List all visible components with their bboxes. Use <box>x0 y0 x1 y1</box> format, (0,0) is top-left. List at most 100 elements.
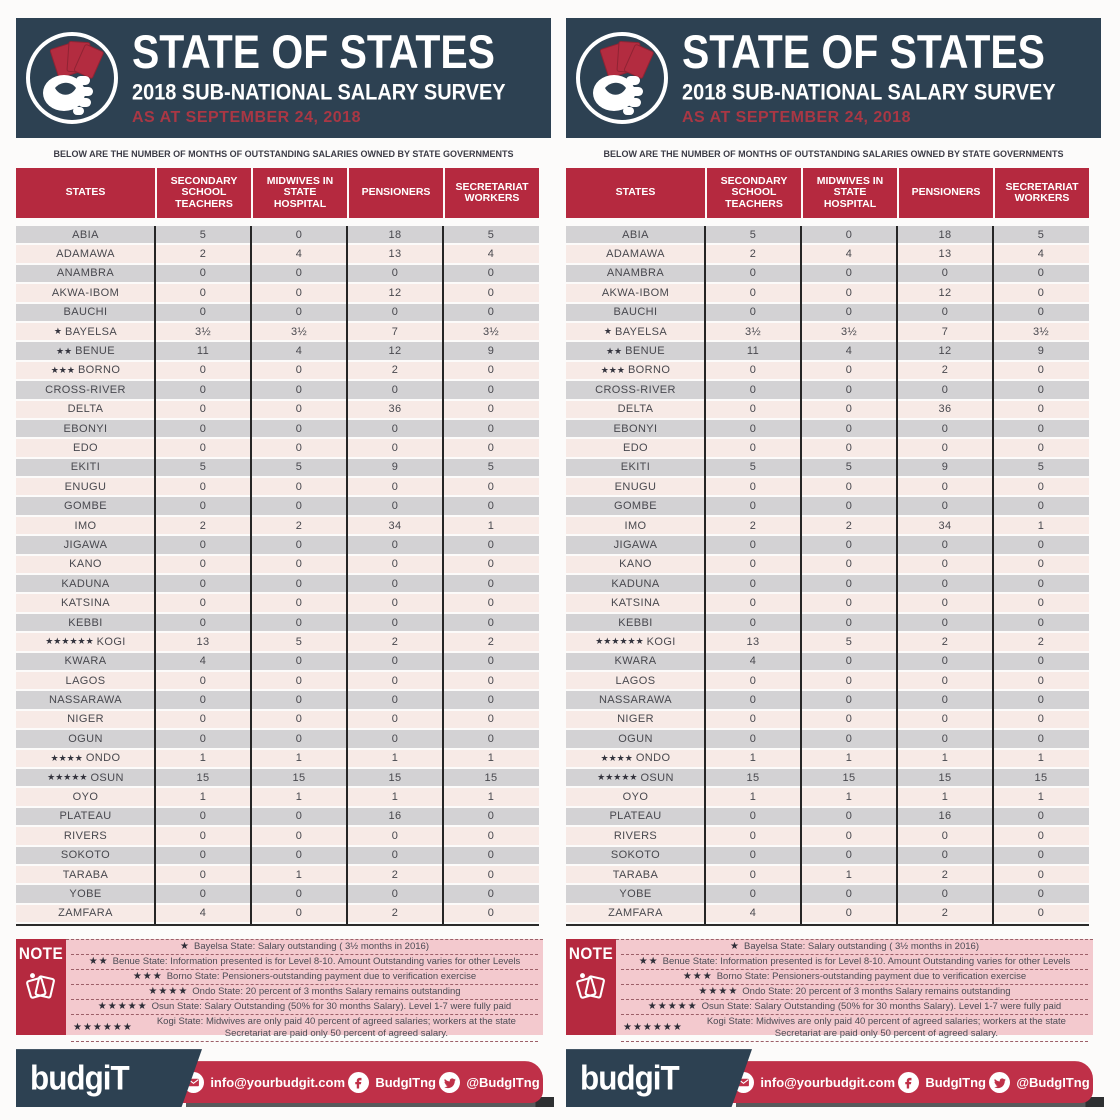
value-cell: 0 <box>155 710 251 729</box>
value-cell: 5 <box>251 633 347 651</box>
value-cell: 0 <box>251 439 347 457</box>
value-cell: 0 <box>443 497 539 515</box>
value-cell: 0 <box>801 381 897 399</box>
state-name: ABIA <box>16 226 155 244</box>
table-row-akwa-ibom: AKWA-IBOM 0 0 12 0 <box>16 284 539 302</box>
state-name: EBONYI <box>566 419 705 438</box>
star-marks: ★★★★ <box>50 752 83 763</box>
state-name: ADAMAWA <box>566 245 705 263</box>
value-cell: 0 <box>155 361 251 380</box>
table-row-adamawa: ADAMAWA 2 4 13 4 <box>16 245 539 263</box>
value-cell: 0 <box>897 594 993 612</box>
header-text: STATE OF STATES 2018 SUB-NATIONAL SALARY… <box>682 28 1075 126</box>
state-name: ★★★★★★ KOGI <box>566 633 705 651</box>
table-body: ABIA 5 0 18 5 ADAMAWA 2 4 13 4 ANAMBRA 0 0 0 0 AKWA-IBO… <box>566 226 1089 927</box>
value-cell: 0 <box>801 497 897 515</box>
table-row-niger: NIGER 0 0 0 0 <box>16 710 539 729</box>
state-name: ★★★ BORNO <box>566 361 705 380</box>
table-row-ogun: OGUN 0 0 0 0 <box>566 730 1089 748</box>
note-text: Bayelsa State: Salary outstanding ( 3½ m… <box>743 941 979 953</box>
star-marks: ★★★ <box>600 364 625 375</box>
value-cell: 0 <box>705 575 801 593</box>
table-row-kwara: KWARA 4 0 0 0 <box>566 652 1089 670</box>
value-cell: 0 <box>443 361 539 380</box>
table-row-oyo: OYO 1 1 1 1 <box>566 788 1089 806</box>
value-cell: 0 <box>993 885 1089 903</box>
value-cell: 1 <box>801 865 897 884</box>
table-row-niger: NIGER 0 0 0 0 <box>566 710 1089 729</box>
value-cell: 0 <box>801 555 897 574</box>
value-cell: 0 <box>993 536 1089 554</box>
value-cell: 0 <box>801 478 897 496</box>
value-cell: 0 <box>705 555 801 574</box>
state-name: ADAMAWA <box>16 245 155 263</box>
table-row-rivers: RIVERS 0 0 0 0 <box>16 827 539 845</box>
column-header-secondary-school-teachers: SECONDARY SCHOOL TEACHERS <box>707 168 801 218</box>
value-cell: 1 <box>801 788 897 806</box>
value-cell: 2 <box>443 633 539 651</box>
state-name: KANO <box>566 555 705 574</box>
header-text: STATE OF STATES 2018 SUB-NATIONAL SALARY… <box>132 28 525 126</box>
value-cell: 4 <box>251 342 347 360</box>
note-text: Borno State: Pensioners-outstanding paym… <box>716 971 1027 983</box>
value-cell: 0 <box>897 497 993 515</box>
note-label-block: NOTE <box>16 939 66 1036</box>
value-cell: 0 <box>705 807 801 826</box>
value-cell: 0 <box>801 885 897 903</box>
value-cell: 2 <box>155 516 251 535</box>
value-cell: 7 <box>347 322 443 341</box>
value-cell: 0 <box>155 555 251 574</box>
state-name: TARABA <box>16 865 155 884</box>
value-cell: 0 <box>993 710 1089 729</box>
value-cell: 16 <box>897 807 993 826</box>
table-row-enugu: ENUGU 0 0 0 0 <box>16 478 539 496</box>
table-row-ondo: ★★★★ ONDO 1 1 1 1 <box>566 749 1089 767</box>
value-cell: 0 <box>443 652 539 670</box>
note-text: Osun State: Salary Outstanding (50% for … <box>701 1001 1062 1013</box>
value-cell: 0 <box>993 865 1089 884</box>
value-cell: 0 <box>443 710 539 729</box>
value-cell: 0 <box>801 264 897 283</box>
header-banner: STATE OF STATES 2018 SUB-NATIONAL SALARY… <box>16 18 551 138</box>
note-text: Ondo State: 20 percent of 3 months Salar… <box>192 986 461 998</box>
state-name: SOKOTO <box>566 846 705 864</box>
column-header-pensioners: PENSIONERS <box>899 168 993 218</box>
value-cell: 11 <box>155 342 251 360</box>
value-cell: 1 <box>993 516 1089 535</box>
value-cell: 0 <box>801 710 897 729</box>
value-cell: 0 <box>993 381 1089 399</box>
column-header-states: STATES <box>566 168 705 218</box>
note-item: ★★★★ Ondo State: 20 percent of 3 months S… <box>71 985 538 1001</box>
table-row-katsina: KATSINA 0 0 0 0 <box>566 594 1089 612</box>
value-cell: 0 <box>801 226 897 244</box>
state-name: KATSINA <box>16 594 155 612</box>
state-name: OYO <box>16 788 155 806</box>
table-row-cross-river: CROSS-RIVER 0 0 0 0 <box>16 381 539 399</box>
note-item: ★★★ Borno State: Pensioners-outstanding p… <box>621 970 1088 986</box>
note-section: NOTE ★ Bayelsa State: Salary outstanding … <box>16 939 543 1043</box>
value-cell: 0 <box>705 827 801 845</box>
star-marks: ★★★★★★ <box>73 1022 133 1034</box>
value-cell: 5 <box>801 633 897 651</box>
value-cell: 0 <box>801 536 897 554</box>
state-name: ★★★★ ONDO <box>566 749 705 767</box>
value-cell: 0 <box>443 730 539 748</box>
value-cell: 0 <box>897 671 993 690</box>
note-label-block: NOTE <box>566 939 616 1036</box>
table-row-sokoto: SOKOTO 0 0 0 0 <box>16 846 539 864</box>
table-row-jigawa: JIGAWA 0 0 0 0 <box>16 536 539 554</box>
value-cell: 0 <box>155 575 251 593</box>
star-marks: ★ <box>53 326 62 337</box>
column-divider <box>800 226 802 925</box>
value-cell: 4 <box>801 342 897 360</box>
table-row-sokoto: SOKOTO 0 0 0 0 <box>566 846 1089 864</box>
state-name: ANAMBRA <box>566 264 705 283</box>
value-cell: 0 <box>155 613 251 632</box>
value-cell: 0 <box>897 303 993 321</box>
state-name: OYO <box>566 788 705 806</box>
value-cell: 0 <box>705 885 801 903</box>
value-cell: 1 <box>705 788 801 806</box>
contact-text: @BudgITng <box>1016 1074 1090 1090</box>
value-cell: 0 <box>705 361 801 380</box>
value-cell: 0 <box>801 575 897 593</box>
